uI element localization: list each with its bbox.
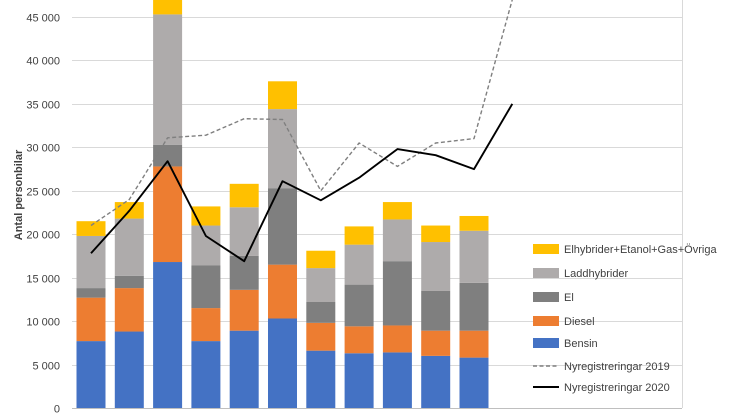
- y-tick-label: 30 000: [26, 143, 60, 155]
- bar-elhybrider-etanol-gas-vriga-11: [459, 215, 489, 231]
- y-tick-label: 25 000: [26, 187, 60, 199]
- legend-label: Nyregistreringar 2019: [564, 361, 670, 373]
- bar-bensin-2: [114, 331, 144, 408]
- bar-el-9: [382, 261, 412, 326]
- bar-laddhybrider-5: [229, 207, 259, 256]
- bar-bensin-5: [229, 330, 259, 408]
- legend-label: Diesel: [564, 316, 595, 328]
- y-tick-label: 40 000: [26, 56, 60, 68]
- bar-el-6: [268, 188, 297, 265]
- legend-label: El: [564, 292, 574, 304]
- trend-lines: [90, 0, 514, 263]
- bar-el-2: [114, 275, 144, 289]
- bar-bensin-11: [459, 357, 489, 408]
- bar-diesel-2: [114, 288, 144, 332]
- bar-diesel-7: [306, 322, 336, 351]
- bar-el-8: [344, 284, 374, 327]
- bar-bensin-9: [382, 352, 412, 408]
- legend-swatch: [533, 292, 559, 302]
- bar-laddhybrider-2: [114, 218, 144, 276]
- bar-elhybrider-etanol-gas-vriga-9: [382, 202, 412, 220]
- bar-diesel-5: [229, 289, 259, 331]
- legend: Elhybrider+Etanol+Gas+Övriga Laddhybrider…: [533, 244, 717, 394]
- bar-laddhybrider-10: [421, 242, 451, 291]
- bar-el-4: [191, 265, 221, 309]
- line-nyregistreringar-2020: [90, 103, 514, 263]
- bar-laddhybrider-7: [306, 268, 336, 302]
- legend-label: Laddhybrider: [564, 268, 629, 280]
- bar-bensin-10: [421, 355, 451, 408]
- stacked-bars: [76, 0, 489, 408]
- bar-laddhybrider-11: [459, 230, 489, 283]
- bar-diesel-1: [76, 297, 106, 342]
- bar-diesel-10: [421, 330, 451, 356]
- legend-label: Bensin: [564, 338, 598, 350]
- bar-diesel-4: [191, 308, 221, 342]
- legend-swatch: [533, 316, 559, 326]
- bar-laddhybrider-4: [191, 225, 221, 266]
- legend-label: Elhybrider+Etanol+Gas+Övriga: [564, 244, 717, 256]
- bar-laddhybrider-3: [153, 14, 183, 145]
- bar-diesel-9: [382, 325, 412, 353]
- bar-elhybrider-etanol-gas-vriga-7: [306, 250, 336, 269]
- bar-el-11: [459, 282, 489, 331]
- bar-laddhybrider-8: [344, 244, 374, 285]
- bar-elhybrider-etanol-gas-vriga-8: [344, 226, 374, 245]
- y-axis-label: Antal personbilar: [13, 149, 25, 240]
- bar-bensin-8: [344, 353, 374, 408]
- legend-label: Nyregistreringar 2020: [564, 382, 670, 394]
- bar-elhybrider-etanol-gas-vriga-1: [76, 221, 106, 236]
- y-tick-label: 15 000: [26, 274, 60, 286]
- bar-elhybrider-etanol-gas-vriga-6: [268, 81, 297, 110]
- bar-bensin-3: [153, 262, 183, 408]
- bar-laddhybrider-1: [76, 235, 106, 289]
- bar-diesel-8: [344, 326, 374, 354]
- legend-swatch: [533, 338, 559, 348]
- y-tick-label: 10 000: [26, 317, 60, 329]
- bar-diesel-3: [153, 166, 183, 263]
- bar-bensin-1: [76, 341, 106, 408]
- bar-bensin-7: [306, 350, 336, 408]
- bar-elhybrider-etanol-gas-vriga-10: [421, 225, 451, 243]
- y-tick-label: 45 000: [26, 13, 60, 25]
- bar-laddhybrider-9: [382, 219, 412, 262]
- bar-diesel-6: [268, 264, 297, 319]
- y-tick-label: 35 000: [26, 100, 60, 112]
- bar-el-7: [306, 301, 336, 323]
- bar-diesel-11: [459, 330, 489, 358]
- bar-elhybrider-etanol-gas-vriga-3: [153, 0, 183, 15]
- bar-el-10: [421, 290, 451, 331]
- bar-el-1: [76, 288, 106, 298]
- y-tick-label: 0: [54, 404, 60, 416]
- legend-swatch: [533, 268, 559, 278]
- bar-bensin-6: [268, 318, 297, 408]
- line-nyregistreringar-2019: [90, 0, 513, 227]
- y-axis-ticks: 0 5 000 10 000 15 000 20 000 25 000 30 000 35 0…: [26, 13, 60, 416]
- y-tick-label: 5 000: [32, 361, 60, 373]
- bar-bensin-4: [191, 341, 221, 408]
- legend-swatch: [533, 244, 559, 254]
- y-tick-label: 20 000: [26, 230, 60, 242]
- bar-elhybrider-etanol-gas-vriga-5: [229, 183, 259, 208]
- bar-laddhybrider-6: [268, 109, 297, 189]
